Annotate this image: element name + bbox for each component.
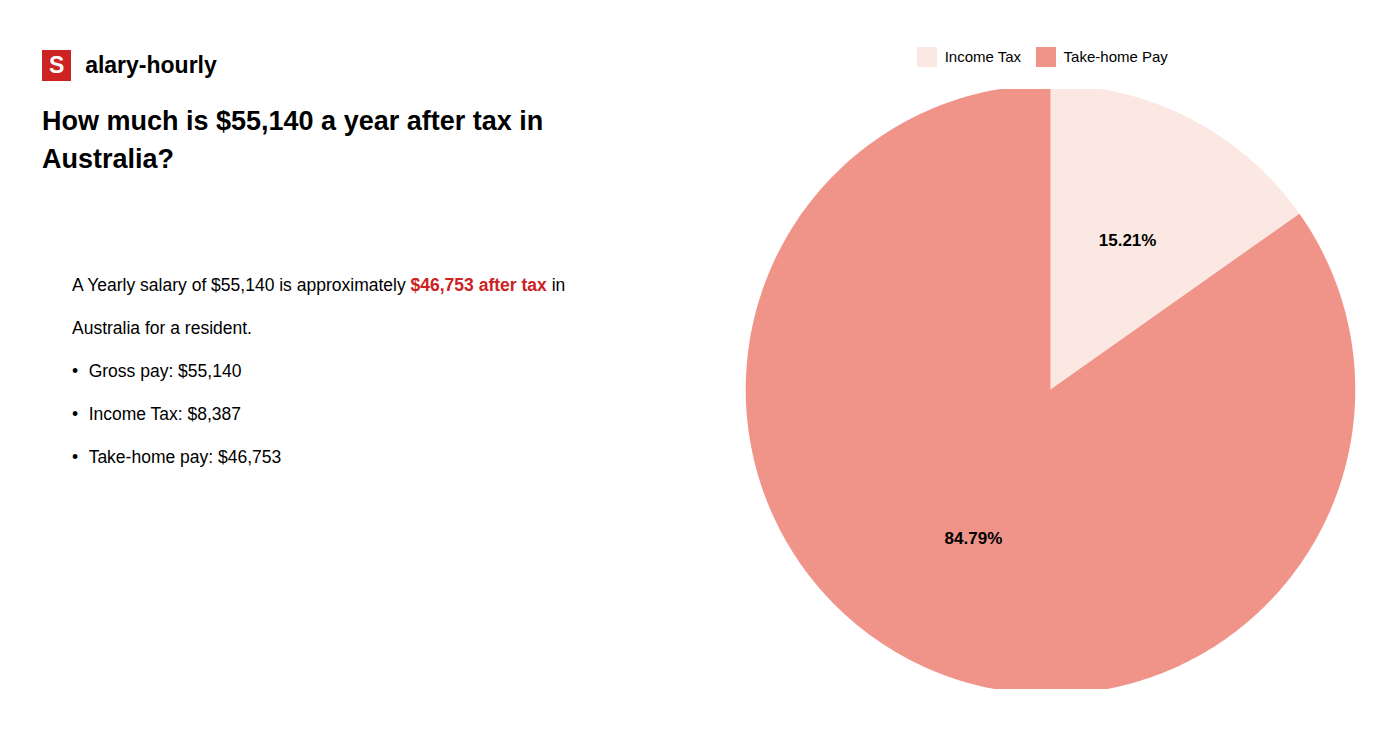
html-text:How much is $55,140 a year aft: How much is $55,140 a year after tax in … — [42, 106, 544, 174]
svg-text:84.79%: 84.79% — [945, 528, 1003, 547]
html-text:Income Tax: $8,387: Income Tax: $8,387 — [88, 403, 242, 424]
html-text:Gross pay: $55,140: Gross pay: $55,140 — [88, 360, 242, 381]
html-text:alary-hourly: alary-hourly — [85, 52, 217, 78]
html-text:Australia for a resident.: Australia for a resident. — [72, 317, 252, 338]
svg-text:15.21%: 15.21% — [1099, 231, 1157, 250]
html-text:Income Tax: Income Tax — [944, 48, 1022, 65]
html-text:Take-home Pay: Take-home Pay — [1063, 48, 1168, 65]
html-text:S: S — [49, 52, 65, 78]
html-text:Take-home pay: $46,753: Take-home pay: $46,753 — [88, 446, 282, 467]
html-text:A Yearly salary of $55,140 is: A Yearly salary of $55,140 is approximat… — [72, 274, 566, 295]
